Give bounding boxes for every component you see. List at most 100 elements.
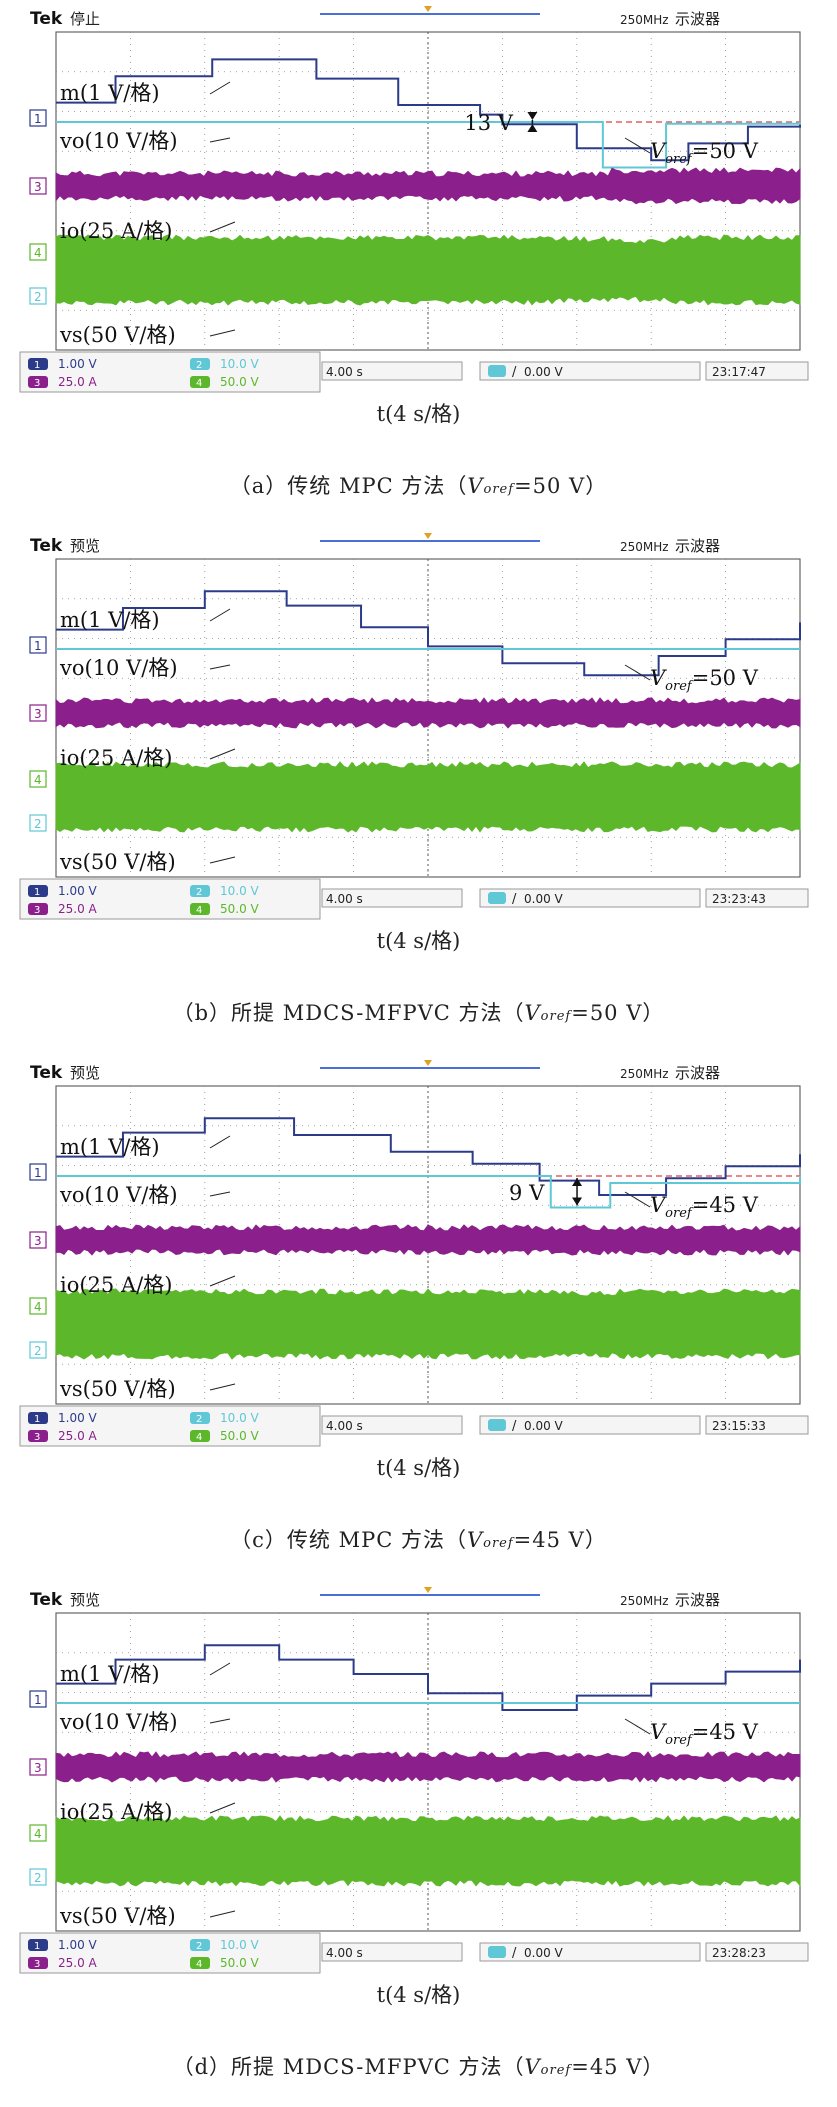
trace-vs — [55, 1288, 801, 1360]
voref-label: Voref=50 V — [650, 139, 759, 167]
panel-caption: （a）传统 MPC 方法（Voref=50 V） — [229, 474, 608, 498]
dip-arrowhead-up — [572, 1178, 583, 1186]
channel-marker — [29, 704, 47, 722]
panel-caption: （b）所提 MDCS-MFPVC 方法（Voref=50 V） — [172, 1001, 665, 1025]
label-io-leader — [209, 221, 236, 233]
dip-arrowhead-down — [572, 1197, 583, 1206]
status-channel-badge — [190, 1430, 210, 1442]
label-m: m(1 V/格) — [60, 1135, 160, 1159]
trigger-pos-icon — [424, 533, 432, 539]
label-vo-leader — [209, 137, 231, 143]
status-channel-num: 1 — [34, 887, 40, 898]
label-m: m(1 V/格) — [60, 608, 160, 632]
status-channel-num: 2 — [196, 360, 202, 371]
status-channel-num: 3 — [34, 1959, 40, 1970]
status-channels — [19, 1405, 321, 1447]
trigger-slope-icon: / — [512, 892, 517, 907]
channel-marker-label: 4 — [34, 246, 42, 260]
trace-vs — [55, 761, 801, 833]
channel-marker — [29, 177, 47, 195]
label-m: m(1 V/格) — [60, 81, 160, 105]
scope-panel-b: Tek 预览 250MHz 示波器 1 3 4 2 m(1 V/格) vo(10 V/格) io(2… — [0, 527, 837, 1052]
scope-brand: Tek — [30, 1590, 63, 1610]
bandwidth-label: 250MHz — [620, 540, 669, 554]
label-vs-leader — [209, 1910, 236, 1918]
channel-marker-label: 1 — [34, 1166, 42, 1180]
trace-m — [56, 1644, 801, 1711]
trace-vs — [55, 234, 801, 306]
scope-screen: Tek 预览 250MHz 示波器 1 3 4 2 m(1 V/格) vo(10 V/格) io(2… — [19, 533, 809, 920]
status-trigger-level: 0.00 V — [524, 1419, 564, 1433]
label-vs-leader — [209, 329, 236, 337]
channel-marker-label: 3 — [34, 707, 42, 721]
status-channel-scale: 10.0 V — [220, 1938, 260, 1952]
scope-panel-d: Tek 预览 250MHz 示波器 1 3 4 2 m(1 V/格) vo(10 V/格) io(2… — [0, 1581, 837, 2106]
status-channel-badge — [190, 1939, 210, 1951]
channel-marker — [29, 1824, 47, 1842]
status-channels — [19, 878, 321, 920]
status-trigger-badge — [488, 1946, 506, 1958]
panel-caption: （d）所提 MDCS-MFPVC 方法（Voref=45 V） — [172, 2055, 665, 2079]
x-axis-label: t(4 s/格) — [376, 929, 461, 953]
label-vs: vs(50 V/格) — [59, 323, 176, 347]
status-timebase-box — [321, 1942, 463, 1962]
status-trigger-badge — [488, 1419, 506, 1431]
scope-mode: 预览 — [70, 1591, 100, 1609]
channel-marker-label: 1 — [34, 1693, 42, 1707]
status-channels — [19, 351, 321, 393]
label-vo-leader — [209, 1718, 231, 1724]
x-axis-label: t(4 s/格) — [376, 1456, 461, 1480]
status-channel-num: 3 — [34, 1432, 40, 1443]
status-clock-box — [705, 361, 809, 381]
channel-marker-label: 4 — [34, 1827, 42, 1841]
bandwidth-label: 250MHz — [620, 1594, 669, 1608]
scope-brand: Tek — [30, 9, 63, 29]
scope-screen: Tek 停止 250MHz 示波器 1 3 4 2 m(1 V/格) vo(10 V/格) io(2… — [19, 6, 809, 393]
trace-m — [56, 58, 801, 162]
status-trigger-box — [479, 1942, 701, 1962]
label-io: io(25 A/格) — [60, 1273, 172, 1297]
status-channel-scale: 50.0 V — [220, 375, 260, 389]
trace-io — [55, 167, 801, 205]
status-channel-badge — [28, 1412, 48, 1424]
trigger-slope-icon: / — [512, 1946, 517, 1961]
status-channel-badge — [190, 376, 210, 388]
status-trigger-box — [479, 361, 701, 381]
trigger-slope-icon: / — [512, 1419, 517, 1434]
channel-marker-label: 2 — [34, 1344, 42, 1358]
label-vo: vo(10 V/格) — [59, 129, 178, 153]
channel-marker-label: 4 — [34, 1300, 42, 1314]
scope-panel-a: Tek 停止 250MHz 示波器 1 3 4 2 m(1 V/格) vo(10 V/格) io(2… — [0, 0, 837, 525]
bandwidth-label: 250MHz — [620, 1067, 669, 1081]
channel-marker-label: 3 — [34, 1761, 42, 1775]
channel-marker-label: 1 — [34, 639, 42, 653]
status-timebase: 4.00 s — [326, 892, 363, 906]
status-channel-num: 4 — [196, 378, 202, 389]
label-vo-leader — [209, 1191, 231, 1197]
status-channel-num: 2 — [196, 1941, 202, 1952]
status-channel-scale: 50.0 V — [220, 1429, 260, 1443]
status-clock-box — [705, 888, 809, 908]
status-channel-badge — [190, 885, 210, 897]
status-channels — [19, 1932, 321, 1974]
status-clock-box — [705, 1415, 809, 1435]
status-channel-badge — [28, 376, 48, 388]
label-io: io(25 A/格) — [60, 219, 172, 243]
status-timebase-box — [321, 888, 463, 908]
label-vs: vs(50 V/格) — [59, 1377, 176, 1401]
status-channel-scale: 10.0 V — [220, 884, 260, 898]
status-channel-badge — [28, 903, 48, 915]
trace-vo — [56, 121, 801, 169]
status-channel-num: 4 — [196, 1959, 202, 1970]
label-vo: vo(10 V/格) — [59, 1710, 178, 1734]
x-axis-label: t(4 s/格) — [376, 402, 461, 426]
status-channel-num: 1 — [34, 360, 40, 371]
status-channel-badge — [190, 1957, 210, 1969]
label-vo-leader — [209, 664, 231, 670]
status-channel-num: 1 — [34, 1414, 40, 1425]
status-clock: 23:15:33 — [712, 1419, 766, 1433]
status-trigger-box — [479, 1415, 701, 1435]
scope-screen: Tek 预览 250MHz 示波器 1 3 4 2 m(1 V/格) vo(10 V/格) io(2… — [19, 1587, 809, 1974]
channel-marker-label: 2 — [34, 1871, 42, 1885]
channel-marker — [29, 1163, 47, 1181]
